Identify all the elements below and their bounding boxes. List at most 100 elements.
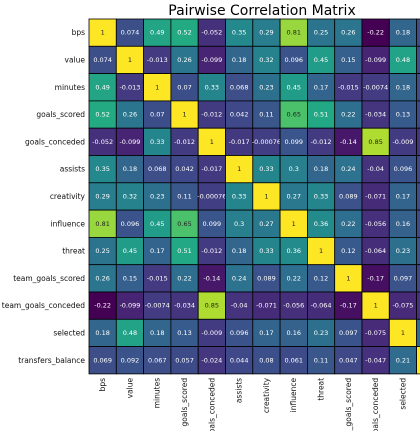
cell-value-label: -0.0074 — [363, 83, 388, 91]
cell-value-label: 0.18 — [396, 29, 410, 37]
cell-value-label: -0.075 — [392, 302, 413, 310]
heatmap-cell — [334, 236, 363, 266]
cell-value-label: -0.17 — [340, 302, 357, 310]
heatmap-cell — [252, 155, 281, 184]
cell-value-label: 1 — [374, 302, 378, 310]
cell-value-label: 0.042 — [175, 165, 194, 173]
heatmap-cell — [416, 182, 420, 211]
cell-value-label: 0.074 — [121, 29, 140, 37]
cell-value-label: -0.099 — [119, 138, 140, 146]
cell-value-label: -0.064 — [311, 302, 332, 310]
cell-value-label: 0.3 — [289, 165, 299, 173]
heatmap-cell — [88, 18, 117, 47]
heatmap-cell — [115, 318, 145, 347]
cell-value-label: -0.17 — [367, 274, 384, 282]
heatmap-cell — [416, 264, 420, 293]
cell-value-label: 0.45 — [123, 247, 137, 255]
x-tick-label: value — [125, 378, 134, 399]
cell-value-label: 0.15 — [123, 274, 137, 282]
heatmap-cell — [416, 100, 420, 129]
cell-value-label: 0.33 — [232, 192, 246, 200]
cell-value-label: -0.034 — [174, 302, 195, 310]
heatmap-cell — [361, 100, 390, 129]
cell-value-label: 0.49 — [95, 83, 109, 91]
cell-value-label: 0.51 — [314, 111, 328, 119]
heatmap-cell — [279, 155, 308, 184]
cell-value-label: 0.17 — [396, 192, 410, 200]
x-tick-label: selected — [398, 378, 407, 410]
heatmap-cell — [197, 73, 226, 102]
x-tick-label: creativity — [262, 377, 271, 413]
heatmap-cell — [416, 45, 420, 74]
heatmap-cell — [416, 346, 420, 375]
cell-value-label: -0.047 — [365, 356, 386, 364]
heatmap-cell — [197, 182, 226, 211]
cell-value-label: 0.18 — [95, 329, 109, 337]
cell-value-label: 0.52 — [177, 29, 191, 37]
cell-value-label: 0.096 — [121, 220, 140, 228]
cell-value-label: -0.056 — [365, 220, 386, 228]
heatmap-cell — [88, 291, 117, 320]
cell-value-label: 0.21 — [396, 356, 410, 364]
heatmap-cell — [279, 45, 308, 74]
cell-value-label: 0.13 — [177, 329, 191, 337]
cell-value-label: 1 — [128, 56, 132, 64]
cell-value-label: 0.17 — [259, 329, 273, 337]
cell-value-label: 0.85 — [368, 138, 382, 146]
x-tick-label: minutes — [153, 378, 162, 408]
cell-value-label: 0.29 — [259, 29, 273, 37]
heatmap-cell — [143, 127, 172, 156]
cell-value-label: 0.17 — [150, 247, 164, 255]
cell-value-label: 0.32 — [123, 192, 137, 200]
cell-value-label: 0.068 — [230, 83, 249, 91]
cell-value-label: 0.45 — [314, 56, 328, 64]
heatmap-cell — [88, 100, 117, 129]
heatmap-cell — [115, 346, 145, 375]
heatmap-cell — [88, 182, 117, 211]
heatmap-cell — [416, 236, 420, 266]
cell-value-label: -0.099 — [365, 56, 386, 64]
heatmap-cell — [388, 100, 417, 129]
cell-value-label: 0.26 — [123, 111, 137, 119]
cell-value-label: 0.81 — [287, 29, 301, 37]
cell-value-label: 0.16 — [396, 220, 410, 228]
heatmap-cell — [115, 127, 145, 156]
cell-value-label: 0.23 — [314, 329, 328, 337]
y-tick-label: goals_conceded — [25, 137, 85, 146]
heatmap-cell — [143, 73, 172, 102]
cell-value-label: -0.22 — [367, 29, 384, 37]
y-tick-label: team_goals_conceded — [2, 301, 85, 310]
heatmap-cell — [306, 155, 336, 184]
cell-value-label: 0.12 — [314, 274, 328, 282]
y-tick-label: team_goals_scored — [13, 274, 85, 283]
cell-value-label: 0.29 — [95, 192, 109, 200]
cell-value-label: 0.52 — [95, 111, 109, 119]
cell-value-label: 0.07 — [177, 83, 191, 91]
cell-value-label: 1 — [210, 138, 214, 146]
heatmap-cell — [197, 127, 226, 156]
cell-value-label: 0.26 — [177, 56, 191, 64]
cell-value-label: 0.33 — [314, 192, 328, 200]
cell-value-label: 0.33 — [205, 83, 219, 91]
heatmap-cell — [197, 209, 226, 238]
cell-value-label: 1 — [292, 220, 296, 228]
cell-value-label: -0.099 — [119, 302, 140, 310]
cell-value-label: 1 — [264, 192, 268, 200]
cell-value-label: -0.04 — [367, 165, 384, 173]
cell-value-label: 0.099 — [203, 220, 222, 228]
x-tick-labels: bps value minutes goals_scored goals_concede… — [98, 377, 407, 431]
cell-value-label: -0.052 — [201, 29, 222, 37]
cell-value-label: 0.15 — [341, 56, 355, 64]
cell-value-label: -0.017 — [201, 165, 222, 173]
cell-value-label: -0.14 — [340, 138, 357, 146]
heatmap-cell — [334, 291, 363, 320]
cell-value-label: -0.099 — [201, 56, 222, 64]
cell-value-label: -0.04 — [231, 302, 248, 310]
heatmap-cell — [88, 346, 117, 375]
heatmap-cell — [416, 73, 420, 102]
cell-value-label: 0.057 — [175, 356, 194, 364]
cell-value-label: 0.18 — [232, 56, 246, 64]
cell-value-label: 0.81 — [95, 220, 109, 228]
cell-value-label: 0.51 — [177, 247, 191, 255]
